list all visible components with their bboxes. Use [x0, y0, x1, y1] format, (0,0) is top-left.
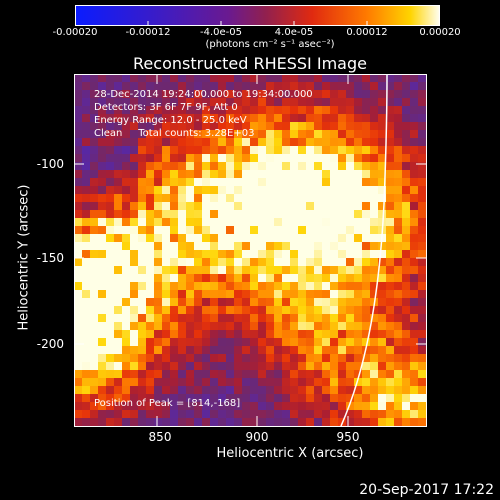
x-axis-label: Heliocentric X (arcsec)	[216, 446, 364, 461]
colorbar-tick: 0.00012	[346, 27, 388, 38]
colorbar	[75, 5, 440, 26]
info-detectors: Detectors: 3F 6F 7F 9F, Att 0	[94, 102, 238, 113]
info-energy: Energy Range: 12.0 - 25.0 keV	[94, 115, 247, 126]
x-tick-label: 850	[148, 430, 172, 444]
y-tick-label: -200	[36, 337, 64, 351]
info-peak: Position of Peak = [814,-168]	[94, 398, 241, 409]
colorbar-tick: -0.00020	[52, 27, 98, 38]
solar-limb-line	[340, 74, 388, 426]
info-time: 28-Dec-2014 19:24:00.000 to 19:34:00.000	[94, 89, 313, 100]
info-clean: Clean Total counts: 3.28E+03	[94, 128, 255, 139]
plot-title: Reconstructed RHESSI Image	[133, 54, 367, 73]
y-tick-label: -100	[36, 157, 64, 171]
x-tick-label: 950	[336, 430, 360, 444]
colorbar-tick: 0.00020	[419, 27, 461, 38]
y-tick-label: -150	[36, 251, 64, 265]
plot-frame	[74, 74, 427, 427]
colorbar-tick: -0.00012	[125, 27, 171, 38]
y-axis-label: Heliocentric Y (arcsec)	[16, 184, 32, 331]
timestamp: 20-Sep-2017 17:22	[359, 482, 494, 498]
image-pixels	[74, 74, 426, 426]
colorbar-tick: 4.0e-05	[274, 27, 314, 38]
rhessi-image	[74, 74, 427, 427]
colorbar-unit: (photons cm⁻² s⁻¹ asec⁻²)	[205, 39, 335, 50]
colorbar-tick: -4.0e-05	[200, 27, 242, 38]
x-tick-label: 900	[245, 430, 269, 444]
axis-ticks	[74, 74, 426, 426]
